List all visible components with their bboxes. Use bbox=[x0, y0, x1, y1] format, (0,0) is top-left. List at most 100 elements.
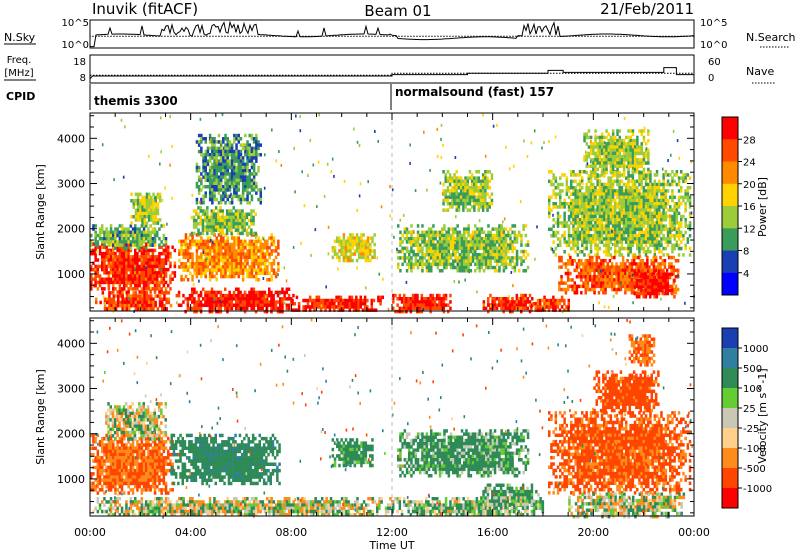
heatmap-cell bbox=[673, 208, 676, 212]
heatmap-cell bbox=[653, 192, 657, 196]
heatmap-cell bbox=[191, 258, 194, 263]
heatmap-cell bbox=[570, 246, 573, 251]
heatmap-cell bbox=[418, 300, 421, 304]
heatmap-cell bbox=[353, 239, 357, 244]
heatmap-cell bbox=[361, 308, 365, 312]
heatmap-cell bbox=[392, 297, 395, 301]
heatmap-cell bbox=[103, 258, 106, 262]
heatmap-cell bbox=[169, 274, 172, 278]
heatmap-cell bbox=[206, 153, 210, 157]
heatmap-cell bbox=[509, 306, 512, 311]
heatmap-cell bbox=[120, 248, 124, 253]
heatmap-cell bbox=[136, 195, 140, 200]
heatmap-cell bbox=[184, 233, 188, 237]
heatmap-cell bbox=[213, 137, 216, 141]
heatmap-cell bbox=[629, 218, 632, 222]
heatmap-cell bbox=[239, 156, 243, 160]
heatmap-cell bbox=[202, 297, 205, 301]
heatmap-cell bbox=[337, 305, 340, 309]
heatmap-cell bbox=[671, 246, 674, 251]
heatmap-cell bbox=[620, 173, 624, 177]
heatmap-cell bbox=[230, 146, 234, 151]
heatmap-cell bbox=[136, 218, 140, 222]
heatmap-cell bbox=[208, 306, 212, 311]
heatmap-cell bbox=[225, 212, 229, 216]
heatmap-cell bbox=[570, 198, 573, 203]
heatmap-cell bbox=[443, 237, 446, 241]
heatmap-cell bbox=[129, 277, 133, 281]
heatmap-cell bbox=[609, 227, 613, 232]
heatmap-cell bbox=[477, 189, 480, 193]
heatmap-cell bbox=[592, 234, 595, 238]
heatmap-cell bbox=[232, 215, 235, 220]
heatmap-cell bbox=[524, 306, 527, 311]
heatmap-cell bbox=[607, 237, 610, 241]
heatmap-cell bbox=[487, 230, 490, 235]
heatmap-cell bbox=[272, 262, 276, 266]
heatmap-cell bbox=[653, 202, 657, 206]
heatmap-cell bbox=[158, 290, 161, 294]
heatmap-cell bbox=[211, 188, 214, 192]
heatmap-cell bbox=[355, 258, 359, 263]
heatmap-cell bbox=[230, 306, 234, 311]
heatmap-cell bbox=[226, 140, 229, 144]
heatmap-cell bbox=[481, 195, 485, 200]
heatmap-cell bbox=[109, 267, 113, 272]
heatmap-cell bbox=[666, 208, 670, 212]
heatmap-cell bbox=[252, 246, 256, 250]
heatmap-cell bbox=[596, 192, 599, 196]
heatmap-cell bbox=[158, 264, 161, 269]
heatmap-cell bbox=[482, 243, 486, 247]
heatmap-cell bbox=[534, 302, 537, 306]
heatmap-cell bbox=[211, 268, 214, 272]
heatmap-cell bbox=[600, 208, 604, 212]
heatmap-cell bbox=[412, 237, 415, 241]
heatmap-cell bbox=[504, 253, 508, 257]
heatmap-cell bbox=[442, 198, 445, 203]
heatmap-cell bbox=[658, 218, 661, 222]
heatmap-cell bbox=[444, 198, 447, 203]
heatmap-cell bbox=[134, 202, 138, 206]
heatmap-cell bbox=[103, 230, 106, 235]
heatmap-cell bbox=[421, 269, 424, 273]
heatmap-cell bbox=[459, 195, 463, 200]
heatmap-cell bbox=[649, 205, 652, 209]
heatmap-cell bbox=[653, 243, 657, 248]
heatmap-cell bbox=[158, 227, 161, 231]
heatmap-cell bbox=[629, 246, 632, 251]
heatmap-cell bbox=[140, 274, 144, 278]
heatmap-cell bbox=[189, 239, 192, 244]
heatmap-cell bbox=[230, 194, 234, 199]
heatmap-cell bbox=[136, 233, 139, 238]
heatmap-cell bbox=[476, 262, 479, 267]
heatmap-cell bbox=[673, 218, 676, 222]
heatmap-cell bbox=[110, 297, 113, 301]
heatmap-cell bbox=[189, 265, 192, 269]
heatmap-cell bbox=[421, 262, 424, 267]
heatmap-cell bbox=[270, 278, 273, 282]
heatmap-cell bbox=[191, 239, 194, 244]
heatmap-cell bbox=[154, 221, 157, 225]
heatmap-cell bbox=[123, 287, 126, 291]
heatmap-cell bbox=[558, 255, 561, 260]
heatmap-cell bbox=[653, 250, 657, 254]
heatmap-cell bbox=[622, 234, 626, 238]
heatmap-cell bbox=[259, 271, 262, 276]
heatmap-cell bbox=[237, 268, 240, 272]
heatmap-cell bbox=[224, 239, 227, 244]
heatmap-cell bbox=[477, 208, 480, 212]
heatmap-cell bbox=[151, 287, 155, 291]
heatmap-cell bbox=[559, 221, 562, 225]
heatmap-cell bbox=[217, 228, 220, 232]
heatmap-cell bbox=[616, 176, 619, 180]
heatmap-cell bbox=[573, 259, 576, 263]
heatmap-cell bbox=[496, 249, 499, 254]
heatmap-cell bbox=[244, 172, 247, 176]
heatmap-cell bbox=[246, 153, 249, 157]
heatmap-cell bbox=[567, 234, 571, 238]
heatmap-cell bbox=[576, 182, 580, 187]
heatmap-cell bbox=[333, 305, 336, 309]
heatmap-cell bbox=[244, 175, 247, 179]
heatmap-cell bbox=[425, 240, 429, 244]
heatmap-cell bbox=[317, 295, 321, 300]
